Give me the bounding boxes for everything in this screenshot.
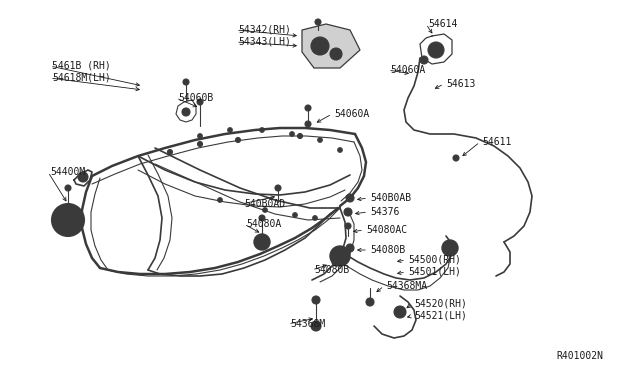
Circle shape	[432, 46, 440, 54]
Text: 54376: 54376	[370, 207, 399, 217]
Circle shape	[65, 185, 71, 191]
Circle shape	[65, 217, 71, 223]
Circle shape	[337, 148, 342, 153]
Circle shape	[315, 19, 321, 25]
Text: 540B0AB: 540B0AB	[370, 193, 411, 203]
Text: 54500(RH): 54500(RH)	[408, 255, 461, 265]
Circle shape	[236, 138, 241, 142]
Text: 54080AC: 54080AC	[366, 225, 407, 235]
Circle shape	[420, 56, 428, 64]
Circle shape	[299, 135, 301, 137]
Circle shape	[312, 296, 320, 304]
Text: 54520(RH): 54520(RH)	[414, 299, 467, 309]
Circle shape	[258, 238, 266, 246]
Circle shape	[182, 108, 190, 116]
Text: 54060B: 54060B	[178, 93, 213, 103]
Circle shape	[199, 143, 201, 145]
Polygon shape	[302, 24, 360, 68]
Text: 54060A: 54060A	[390, 65, 425, 75]
Circle shape	[183, 79, 189, 85]
Text: 54080B: 54080B	[370, 245, 405, 255]
Circle shape	[346, 210, 350, 214]
Text: 54614: 54614	[428, 19, 458, 29]
Circle shape	[259, 215, 265, 221]
Circle shape	[168, 150, 173, 154]
Circle shape	[292, 212, 298, 218]
Text: 54618M(LH): 54618M(LH)	[52, 73, 111, 83]
Circle shape	[218, 198, 223, 202]
Circle shape	[78, 172, 88, 182]
Circle shape	[311, 37, 329, 55]
Circle shape	[335, 251, 345, 261]
Text: 54368M: 54368M	[290, 319, 325, 329]
Circle shape	[453, 155, 459, 161]
Text: 5461B (RH): 5461B (RH)	[52, 61, 111, 71]
Circle shape	[198, 141, 202, 147]
Circle shape	[348, 196, 352, 200]
Text: 54501(LH): 54501(LH)	[408, 267, 461, 277]
Circle shape	[289, 131, 294, 137]
Circle shape	[345, 223, 351, 229]
Circle shape	[428, 42, 444, 58]
Circle shape	[81, 175, 85, 179]
Circle shape	[60, 212, 76, 228]
Text: 54080B: 54080B	[314, 265, 349, 275]
Circle shape	[198, 134, 202, 138]
Circle shape	[237, 139, 239, 141]
Circle shape	[316, 42, 324, 50]
Circle shape	[366, 298, 374, 306]
Circle shape	[346, 244, 354, 252]
Circle shape	[254, 234, 270, 250]
Circle shape	[330, 48, 342, 60]
Text: 540B0AD: 540B0AD	[244, 199, 285, 209]
Circle shape	[446, 244, 454, 252]
Circle shape	[344, 208, 352, 216]
Circle shape	[169, 151, 172, 153]
Circle shape	[394, 306, 406, 318]
Circle shape	[52, 204, 84, 236]
Text: 54521(LH): 54521(LH)	[414, 311, 467, 321]
Text: 54080A: 54080A	[246, 219, 281, 229]
Circle shape	[330, 246, 350, 266]
Circle shape	[312, 215, 317, 221]
Circle shape	[259, 128, 264, 132]
Circle shape	[348, 246, 352, 250]
Circle shape	[275, 185, 281, 191]
Text: 54368MA: 54368MA	[386, 281, 427, 291]
Circle shape	[298, 134, 303, 138]
Circle shape	[332, 258, 340, 266]
Circle shape	[314, 324, 318, 328]
Circle shape	[305, 105, 311, 111]
Text: 54343(LH): 54343(LH)	[238, 37, 291, 47]
Circle shape	[317, 138, 323, 142]
Circle shape	[334, 260, 338, 264]
Text: 54060A: 54060A	[334, 109, 369, 119]
Circle shape	[346, 194, 354, 202]
Circle shape	[197, 99, 203, 105]
Circle shape	[262, 208, 268, 212]
Text: 54342(RH): 54342(RH)	[238, 25, 291, 35]
Circle shape	[227, 128, 232, 132]
Circle shape	[305, 121, 311, 127]
Text: R401002N: R401002N	[556, 351, 603, 361]
Text: 54611: 54611	[482, 137, 511, 147]
Text: 54613: 54613	[446, 79, 476, 89]
Circle shape	[442, 240, 458, 256]
Circle shape	[311, 321, 321, 331]
Text: 54400M: 54400M	[50, 167, 85, 177]
